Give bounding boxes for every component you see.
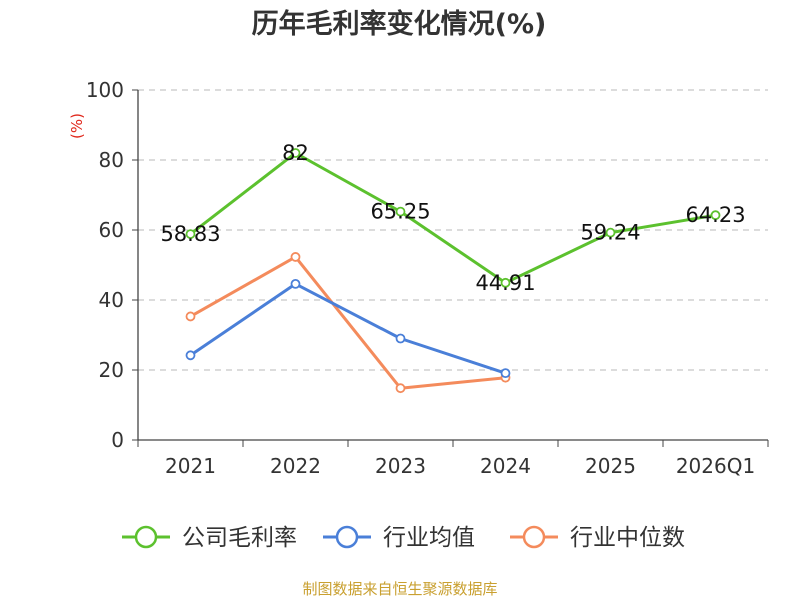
y-tick-label: 40 [99,288,124,312]
legend-marker [134,525,158,549]
data-point [395,383,406,394]
legend-marker [522,525,546,549]
y-tick-label: 20 [99,358,124,382]
data-point [500,368,511,379]
y-tick-label: 100 [86,78,124,102]
x-tick-label: 2024 [480,454,531,478]
legend-label: 行业中位数 [570,525,685,551]
data-point [710,210,721,221]
y-axis-label: (%) [68,113,86,139]
x-tick-label: 2022 [270,454,321,478]
data-point [290,148,301,158]
chart-title: 历年毛利率变化情况(%) [252,8,547,40]
data-point [395,333,406,344]
source-note: 制图数据来自恒生聚源数据库 [302,580,497,598]
series-lines [185,148,721,394]
y-tick-label: 60 [99,218,124,242]
data-labels: 58.83 82 65.25 44.91 59.24 64.23 [160,141,745,295]
legend-label: 行业均值 [383,525,475,551]
data-label: 59.24 [580,221,640,245]
data-point [290,278,301,289]
y-tick-label: 80 [99,148,124,172]
legend[interactable]: 公司毛利率 行业均值 行业中位数 [122,525,685,551]
x-tick-label: 2026Q1 [676,454,755,478]
grid-lines [138,89,768,371]
data-point [605,227,616,238]
y-tick-label: 0 [111,428,124,452]
series-line-2 [189,255,506,390]
data-point [395,206,406,217]
data-point [185,350,196,361]
data-label: 65.25 [370,200,430,224]
data-point [290,252,301,262]
x-tick-label: 2021 [165,454,216,478]
x-tick-label: 2023 [375,454,426,478]
data-point [500,277,511,288]
legend-label: 公司毛利率 [182,525,297,551]
data-point [185,229,196,239]
series-line-0 [189,151,716,285]
legend-marker [335,525,359,549]
x-tick-label: 2025 [585,454,636,478]
series-line-1 [189,282,506,375]
data-label: 44.91 [475,271,535,295]
data-label: 64.23 [685,203,745,227]
data-point [185,311,196,322]
axes: 0 20 40 60 80 100 2021 2022 2023 2024 2025 2026Q1 [86,78,769,478]
data-label: 82 [282,141,309,165]
data-label: 58.83 [160,222,220,246]
